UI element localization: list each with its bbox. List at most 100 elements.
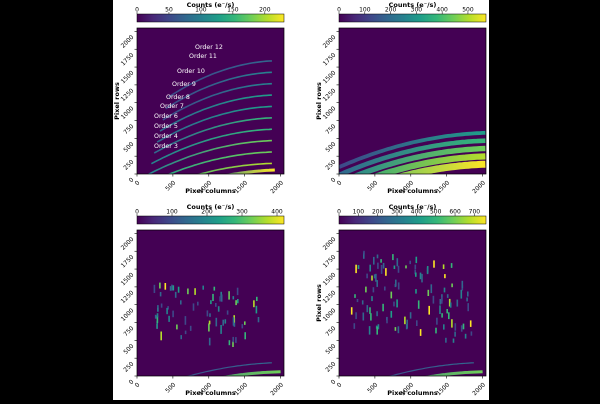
- y-tick-label: 250: [122, 159, 135, 172]
- emission-line: [369, 264, 371, 272]
- emission-line: [244, 321, 246, 325]
- emission-line: [397, 326, 400, 334]
- y-tick-label: 2000: [322, 236, 338, 252]
- emission-line: [444, 274, 446, 279]
- emission-line: [446, 294, 449, 298]
- emission-line: [460, 325, 463, 332]
- order-trace: [165, 71, 272, 110]
- emission-line: [167, 306, 169, 310]
- order-trace: [159, 94, 272, 132]
- emission-line: [377, 324, 380, 330]
- emission-line: [414, 264, 417, 269]
- emission-line: [180, 335, 182, 340]
- emission-line: [217, 306, 220, 312]
- emission-line: [376, 254, 379, 259]
- emission-line: [467, 303, 469, 312]
- x-axis-label: Pixel columns: [387, 187, 438, 195]
- emission-line: [166, 307, 168, 315]
- panel-p1: 0 500 1000 1500 2000025050075010001250150017…: [113, 27, 285, 195]
- emission-line: [354, 294, 356, 298]
- emission-line: [215, 303, 217, 307]
- y-tick-label: 500: [122, 343, 135, 356]
- y-tick-label: 2000: [120, 34, 136, 50]
- emission-line: [396, 299, 398, 308]
- emission-line: [160, 331, 162, 341]
- x-tick-label: 2000: [269, 179, 285, 195]
- plot-frame: [136, 27, 285, 175]
- y-tick-label: 0: [128, 176, 136, 184]
- emission-line: [226, 310, 229, 315]
- colorbar-tick-label: 500: [430, 209, 442, 216]
- emission-line: [235, 300, 237, 306]
- y-tick-label: 1250: [322, 87, 338, 103]
- colorbar-tick-label: 0: [337, 209, 341, 216]
- emission-line: [156, 313, 159, 318]
- figure: Counts (e⁻/s) 0 50 100 150 200 0 500 1000 1500 200…: [113, 0, 489, 400]
- y-tick-label: 1250: [120, 87, 136, 103]
- y-tick-label: 1750: [120, 254, 136, 270]
- x-tick-label: 500: [366, 381, 379, 394]
- emission-line: [157, 305, 159, 312]
- emission-line: [419, 329, 422, 336]
- y-tick-label: 500: [324, 141, 337, 154]
- order-annotation: Order 7: [160, 103, 184, 110]
- colorbar-tick-label: 0: [135, 209, 139, 216]
- emission-line: [244, 332, 246, 340]
- emission-line: [353, 323, 356, 329]
- colorbar-tick-label: 0: [337, 7, 341, 14]
- y-tick-label: 250: [324, 361, 337, 374]
- emission-line: [439, 305, 441, 314]
- emission-line: [419, 272, 422, 280]
- emission-line: [215, 317, 218, 327]
- colorbar-p1: Counts (e⁻/s) 0 50 100 150 200: [135, 1, 285, 23]
- emission-line: [208, 323, 210, 332]
- emission-line: [187, 288, 189, 295]
- order-annotation: Order 4: [154, 133, 178, 140]
- colorbar-tick-label: 600: [449, 209, 461, 216]
- colorbar-tick-label: 400: [436, 7, 448, 14]
- colorbar-tick-label: 700: [469, 209, 481, 216]
- colorbar-tick-label: 400: [271, 209, 283, 216]
- emission-line: [219, 296, 221, 302]
- x-tick-label: 0: [134, 179, 142, 187]
- emission-line: [156, 321, 158, 329]
- emission-line: [256, 296, 258, 301]
- order-trace: [148, 139, 272, 174]
- emission-line: [189, 325, 192, 331]
- x-tick-label: 0: [336, 179, 344, 187]
- order-trace: [353, 145, 486, 174]
- emission-line: [435, 327, 437, 334]
- y-tick-label: 1000: [120, 307, 136, 323]
- emission-line: [446, 309, 448, 314]
- emission-line: [159, 282, 161, 289]
- plot-background: [339, 230, 486, 376]
- emission-line: [460, 289, 463, 299]
- emission-line: [469, 320, 472, 327]
- emission-line: [394, 327, 397, 331]
- x-axis-label: Pixel columns: [185, 187, 236, 195]
- emission-line: [184, 316, 187, 325]
- emission-line: [451, 319, 453, 328]
- colorbar-tick-label: 200: [259, 7, 271, 14]
- emission-line: [192, 303, 195, 311]
- y-axis-label: Pixel rows: [113, 82, 121, 120]
- emission-line: [222, 319, 224, 326]
- emission-line: [237, 299, 239, 304]
- y-tick-label: 0: [330, 176, 338, 184]
- emission-line: [253, 300, 255, 308]
- y-tick-label: 750: [122, 325, 135, 338]
- emission-line: [390, 291, 393, 299]
- y-tick-label: 0: [128, 378, 136, 386]
- emission-line: [462, 323, 465, 330]
- y-axis-label: Pixel rows: [315, 82, 323, 120]
- order-trace: [388, 362, 474, 376]
- y-tick-label: 1500: [322, 271, 338, 287]
- emission-line: [232, 317, 235, 326]
- emission-line: [466, 297, 468, 302]
- emission-line: [373, 274, 376, 279]
- y-tick-label: 1750: [322, 52, 338, 68]
- order-annotation: Order 8: [166, 94, 190, 101]
- plot-frame: [136, 229, 285, 377]
- emission-line: [180, 300, 182, 305]
- emission-line: [362, 312, 365, 321]
